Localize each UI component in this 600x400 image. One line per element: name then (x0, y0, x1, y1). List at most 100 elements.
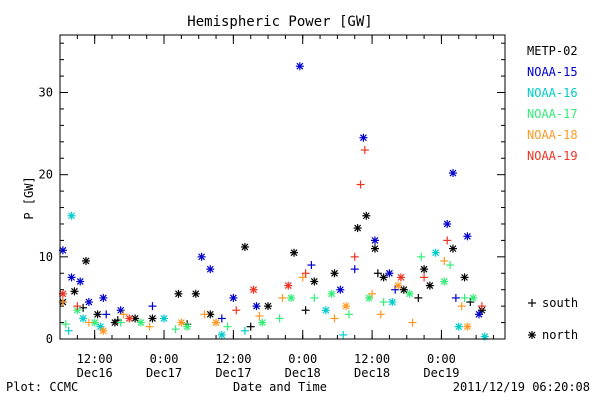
data-point-north (206, 310, 215, 319)
legend-entry: METP-02 (527, 44, 578, 58)
plot-area-frame (59, 34, 506, 340)
y-tick-label: 30 (39, 86, 53, 100)
x-tick-label-date: Dec18 (285, 366, 321, 380)
legend-entry: NOAA-15 (527, 65, 578, 79)
data-point-north (284, 281, 293, 290)
data-point-north (394, 281, 403, 290)
data-point-north (385, 269, 394, 278)
marker-legend: south north (528, 296, 578, 342)
data-point-north (249, 285, 258, 294)
data-point-south (391, 285, 400, 294)
data-point-south (408, 318, 417, 327)
x-tick-label-time: 12:00 (354, 352, 390, 366)
legend-entry: NOAA-17 (527, 107, 578, 121)
data-point-south (373, 269, 382, 278)
data-point-south (246, 322, 255, 331)
data-point-north (365, 293, 374, 302)
data-point-north (99, 326, 108, 335)
data-point-north (474, 310, 483, 319)
data-point-north (336, 285, 345, 294)
data-point-north (217, 330, 226, 339)
data-point-north (460, 273, 469, 282)
data-point-south (344, 310, 353, 319)
data-point-south (477, 302, 486, 311)
data-point-north (431, 248, 440, 257)
y-tick-label: 20 (39, 168, 53, 182)
y-tick-label: 0 (46, 332, 53, 346)
data-point-south (356, 180, 365, 189)
data-point-south (148, 302, 157, 311)
data-point-south (350, 252, 359, 261)
data-point-south (145, 322, 154, 331)
data-point-north (327, 289, 336, 298)
data-point-south (451, 293, 460, 302)
data-point-south (440, 256, 449, 265)
data-point-south (466, 298, 475, 307)
data-point-north (197, 252, 206, 261)
x-axis-label: Date and Time (233, 380, 327, 394)
data-point-south (417, 252, 426, 261)
data-point-south (275, 314, 284, 323)
data-point-south (414, 293, 423, 302)
data-point-south (64, 326, 73, 335)
data-point-north (67, 273, 76, 282)
x-tick-label-time: 0:00 (150, 352, 179, 366)
data-point-north (148, 314, 157, 323)
footer-timestamp: 2011/12/19 06:20:08 (453, 380, 590, 394)
chart-title: Hemispheric Power [GW] (187, 14, 372, 30)
data-point-north (177, 318, 186, 327)
data-point-south (339, 330, 348, 339)
data-point-north (93, 310, 102, 319)
data-point-north (82, 256, 91, 265)
data-point-south (443, 236, 452, 245)
data-point-south (368, 289, 377, 298)
data-point-north (264, 302, 273, 311)
data-point-south (457, 302, 466, 311)
data-point-south (84, 318, 93, 327)
marker-legend-star-symbol (528, 331, 536, 339)
data-point-north (362, 211, 371, 220)
data-point-north (229, 293, 238, 302)
x-tick-label-time: 0:00 (427, 352, 456, 366)
data-point-north (84, 298, 93, 307)
data-point-north (252, 302, 261, 311)
x-tick-label-time: 12:00 (215, 352, 251, 366)
data-point-south (223, 322, 232, 331)
data-point-north (448, 244, 457, 253)
data-point-south (61, 320, 70, 329)
data-point-north (295, 62, 304, 71)
data-point-north (454, 322, 463, 331)
axis-ticks (59, 35, 505, 340)
data-point-south (446, 261, 455, 270)
data-point-south (301, 269, 310, 278)
y-tick-label: 10 (39, 250, 53, 264)
data-point-south (310, 293, 319, 302)
data-point-north (76, 277, 85, 286)
data-point-north (321, 306, 330, 315)
y-axis-label: P [GW] (22, 176, 36, 219)
data-point-north (359, 133, 368, 142)
data-point-north (70, 287, 79, 296)
data-point-south (200, 310, 209, 319)
data-point-south (460, 293, 469, 302)
data-point-north (125, 314, 134, 323)
data-point-north (405, 289, 414, 298)
data-point-north (191, 289, 200, 298)
footer-credit: Plot: CCMC (6, 380, 78, 394)
data-point-north (396, 273, 405, 282)
data-point-north (388, 298, 397, 307)
data-point-north (287, 293, 296, 302)
data-point-north (67, 211, 76, 220)
data-point-north (379, 273, 388, 282)
data-point-north (463, 322, 472, 331)
marker-legend-label: south (542, 296, 578, 310)
data-point-south (350, 265, 359, 274)
data-point-north (174, 289, 183, 298)
data-point-south (255, 311, 264, 320)
legend-entry: NOAA-19 (527, 149, 578, 163)
data-point-north (99, 293, 108, 302)
data-point-north (290, 248, 299, 257)
x-axis-tick-labels: 12:00Dec160:00Dec1712:00Dec170:00Dec1812… (77, 352, 460, 380)
marker-legend-plus-symbol (528, 299, 536, 307)
